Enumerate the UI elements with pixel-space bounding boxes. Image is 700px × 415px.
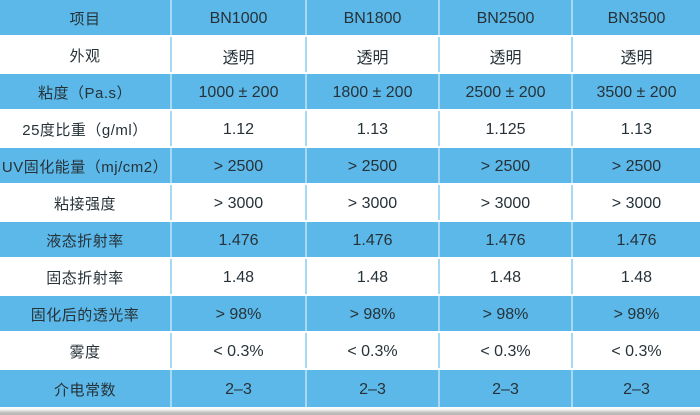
value-cell: 1.48 <box>620 268 653 286</box>
row-label-cell: 固化后的透光率 <box>0 296 172 331</box>
value-cell: 1.476 <box>440 222 573 257</box>
value-cell: 2–3 <box>307 370 440 407</box>
value-cell: < 0.3% <box>172 333 307 368</box>
header-col-bn2500: BN2500 <box>440 0 573 35</box>
value-cell: > 98% <box>172 296 307 331</box>
value-cell: 1.125 <box>440 111 573 146</box>
row-label-cell: 粘度（Pa.s） <box>0 74 172 109</box>
row-label-cell: 外观 <box>0 37 172 72</box>
header-col-bn3500: BN3500 <box>607 9 666 27</box>
table-header-row: 项目 BN1000 BN1800 BN2500 BN3500 <box>0 0 700 37</box>
table-row-appearance: 外观 透明 透明 透明 透明 <box>0 37 700 74</box>
value-cell: > 2500 <box>172 148 307 183</box>
value-cell: 1.13 <box>620 120 653 138</box>
value-cell: 1.48 <box>440 259 573 294</box>
value-cell: > 98% <box>440 296 573 331</box>
value-cell: 1.476 <box>307 222 440 257</box>
value-cell: > 3000 <box>307 185 440 220</box>
row-label-cell: 雾度 <box>0 333 172 368</box>
value-cell: 3500 ± 200 <box>596 83 677 101</box>
value-cell: 透明 <box>172 37 307 72</box>
row-label-cell: UV固化能量（mj/cm2） <box>0 148 172 183</box>
table-row-solid-refractive-index: 固态折射率 1.48 1.48 1.48 1.48 <box>0 259 700 296</box>
value-cell: 2–3 <box>440 370 573 407</box>
value-cell: 1.476 <box>616 231 657 249</box>
header-item-cell: 项目 <box>0 0 172 35</box>
value-cell: 1.476 <box>172 222 307 257</box>
row-label-cell: 粘接强度 <box>0 185 172 220</box>
table-row-viscosity: 粘度（Pa.s） 1000 ± 200 1800 ± 200 2500 ± 20… <box>0 74 700 111</box>
value-cell: 1800 ± 200 <box>307 74 440 109</box>
value-cell: 2–3 <box>172 370 307 407</box>
value-cell: 2–3 <box>623 380 650 398</box>
value-cell: 1000 ± 200 <box>172 74 307 109</box>
scan-edge-shadow <box>0 407 700 415</box>
value-cell: > 3000 <box>611 194 662 212</box>
value-cell: 透明 <box>620 49 653 67</box>
header-col-bn1000: BN1000 <box>172 0 307 35</box>
value-cell: 1.48 <box>307 259 440 294</box>
value-cell: > 98% <box>307 296 440 331</box>
row-label-cell: 介电常数 <box>0 370 172 407</box>
value-cell: > 3000 <box>172 185 307 220</box>
row-label-cell: 25度比重（g/ml） <box>0 111 172 146</box>
value-cell: 2500 ± 200 <box>440 74 573 109</box>
row-label-cell: 固态折射率 <box>0 259 172 294</box>
table-row-cured-transmittance: 固化后的透光率 > 98% > 98% > 98% > 98% <box>0 296 700 333</box>
table-row-haze: 雾度 < 0.3% < 0.3% < 0.3% < 0.3% <box>0 333 700 370</box>
value-cell: > 3000 <box>440 185 573 220</box>
table-row-bond-strength: 粘接强度 > 3000 > 3000 > 3000 > 3000 <box>0 185 700 222</box>
table-row-specific-gravity: 25度比重（g/ml） 1.12 1.13 1.125 1.13 <box>0 111 700 148</box>
value-cell: 1.48 <box>172 259 307 294</box>
value-cell: 透明 <box>307 37 440 72</box>
value-cell: < 0.3% <box>440 333 573 368</box>
value-cell: < 0.3% <box>611 342 662 360</box>
value-cell: > 2500 <box>307 148 440 183</box>
value-cell: > 2500 <box>440 148 573 183</box>
value-cell: > 2500 <box>611 157 662 175</box>
header-col-bn1800: BN1800 <box>307 0 440 35</box>
value-cell: 透明 <box>440 37 573 72</box>
value-cell: > 98% <box>613 305 660 323</box>
table-row-uv-cure-energy: UV固化能量（mj/cm2） > 2500 > 2500 > 2500 > 25… <box>0 148 700 185</box>
value-cell: 1.12 <box>172 111 307 146</box>
table-row-dielectric-constant: 介电常数 2–3 2–3 2–3 2–3 <box>0 370 700 407</box>
row-label-cell: 液态折射率 <box>0 222 172 257</box>
value-cell: < 0.3% <box>307 333 440 368</box>
table-row-liquid-refractive-index: 液态折射率 1.476 1.476 1.476 1.476 <box>0 222 700 259</box>
value-cell: 1.13 <box>307 111 440 146</box>
